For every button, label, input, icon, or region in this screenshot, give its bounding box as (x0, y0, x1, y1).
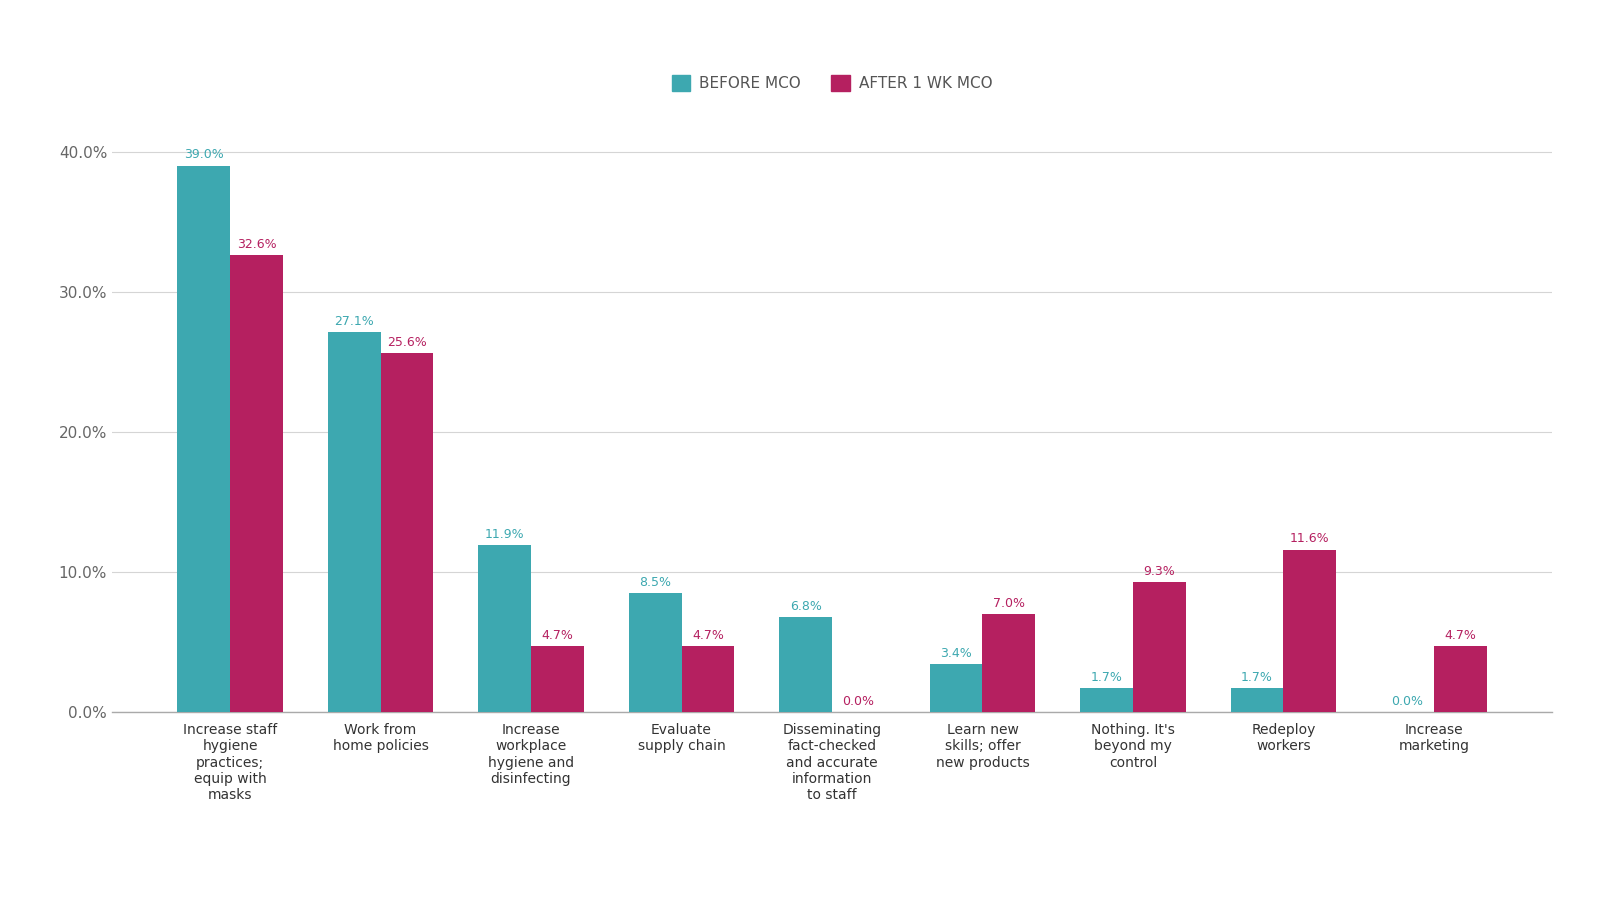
Text: 6.8%: 6.8% (790, 600, 822, 613)
Bar (1434, 646, 1486, 712)
Bar (629, 593, 682, 712)
Bar (1133, 582, 1186, 712)
Bar (1283, 550, 1336, 712)
Bar (1080, 688, 1133, 712)
Legend: BEFORE MCO, AFTER 1 WK MCO: BEFORE MCO, AFTER 1 WK MCO (666, 69, 998, 97)
Bar (478, 545, 531, 712)
Bar (381, 353, 434, 712)
Text: 0.0%: 0.0% (1392, 695, 1424, 708)
Bar (1230, 688, 1283, 712)
Text: 25.6%: 25.6% (387, 336, 427, 349)
Text: 9.3%: 9.3% (1144, 564, 1174, 578)
Text: 1.7%: 1.7% (1091, 671, 1123, 684)
Text: 0.0%: 0.0% (842, 695, 874, 708)
Text: 4.7%: 4.7% (1445, 629, 1477, 642)
Bar (982, 614, 1035, 712)
Text: 3.4%: 3.4% (941, 647, 973, 660)
Text: 32.6%: 32.6% (237, 238, 277, 251)
Text: 4.7%: 4.7% (541, 629, 573, 642)
Text: 11.6%: 11.6% (1290, 532, 1330, 545)
Text: 39.0%: 39.0% (184, 149, 224, 162)
Bar (682, 646, 734, 712)
Text: 27.1%: 27.1% (334, 315, 374, 328)
Bar (779, 617, 832, 712)
Bar (930, 665, 982, 712)
Text: 11.9%: 11.9% (485, 529, 525, 541)
Text: 4.7%: 4.7% (691, 629, 723, 642)
Bar (230, 256, 283, 712)
Text: 8.5%: 8.5% (638, 576, 670, 589)
Bar (178, 165, 230, 712)
Bar (328, 332, 381, 712)
Text: 7.0%: 7.0% (994, 597, 1026, 610)
Bar (531, 646, 584, 712)
Text: 1.7%: 1.7% (1242, 671, 1274, 684)
